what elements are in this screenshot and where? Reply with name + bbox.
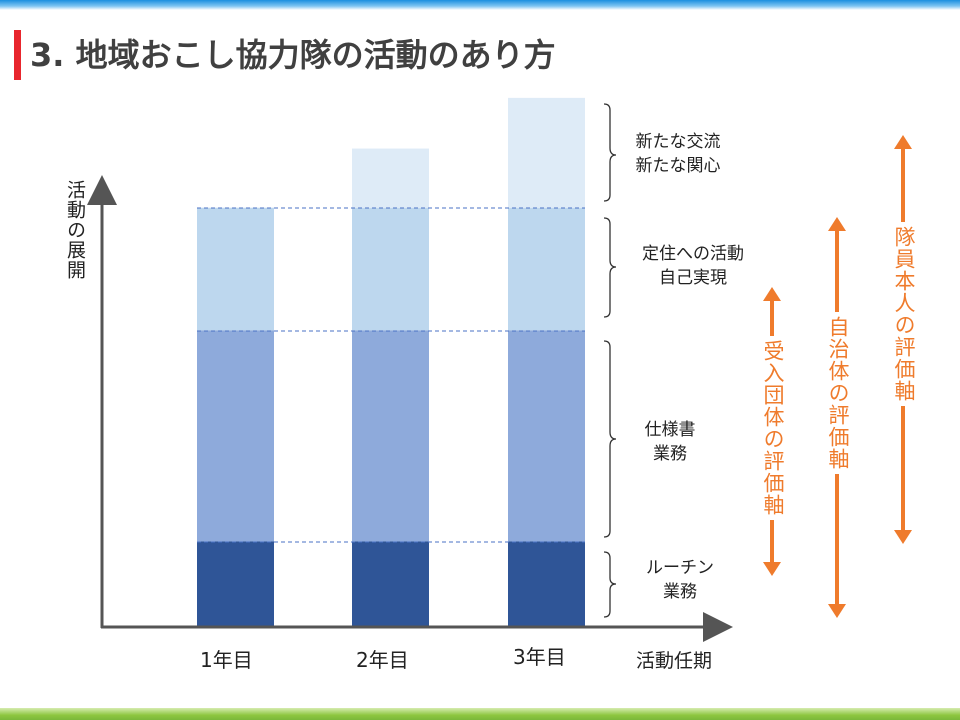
bar-segment-new-year-2 [352, 148, 429, 208]
y-axis-label: 活動の展開 [64, 180, 86, 280]
label-spec-line-2: 業務 [653, 444, 687, 464]
label-settle-line-2: 自己実現 [659, 268, 727, 288]
eval-arrow-municipality-head-top [828, 217, 846, 231]
bracket-new [603, 103, 617, 202]
eval-arrow-host-head-bottom [763, 562, 781, 576]
x-axis-label: 活動任期 [636, 650, 713, 672]
top-decor-bar [0, 0, 960, 10]
label-new-line-2: 新たな関心 [635, 156, 721, 176]
bar-segment-routine-year-2 [352, 541, 429, 626]
label-routine-work: ルーチン 業務 [628, 556, 732, 604]
label-routine-line-1: ルーチン [646, 558, 714, 578]
eval-arrow-member-head-bottom [894, 530, 912, 544]
eval-arrow-municipality-head-bottom [828, 604, 846, 618]
label-settlement: 定住への活動 自己実現 [626, 242, 760, 290]
bar-segment-spec-year-2 [352, 330, 429, 542]
label-new-line-1: 新たな交流 [635, 132, 721, 152]
label-routine-line-2: 業務 [663, 582, 697, 602]
bar-segment-settle-year-1 [197, 207, 274, 331]
bar-stack-group [197, 97, 585, 626]
eval-arrow-member-head-top [894, 135, 912, 149]
label-settle-line-1: 定住への活動 [642, 244, 744, 264]
bar-segment-routine-year-3 [508, 541, 585, 626]
eval-arrow-host-head-top [763, 287, 781, 301]
eval-label-host-org: 受入団体の評価軸 [758, 336, 786, 520]
bar-segment-routine-year-1 [197, 541, 274, 626]
eval-label-member: 隊員本人の評価軸 [889, 222, 917, 406]
label-spec-work: 仕様書 業務 [628, 418, 712, 466]
bracket-routine [603, 551, 617, 618]
page-title: 3. 地域おこし協力隊の活動のあり方 [30, 36, 556, 74]
label-new-exchange: 新たな交流 新たな関心 [628, 130, 728, 178]
bracket-settle [603, 217, 617, 318]
label-spec-line-1: 仕様書 [644, 420, 696, 440]
bracket-spec [603, 340, 617, 538]
bar-segment-spec-year-1 [197, 330, 274, 542]
bar-segment-settle-year-2 [352, 207, 429, 331]
title-accent-bar [14, 30, 21, 80]
year-label-2: 2年目 [356, 648, 409, 672]
bar-segment-new-year-3 [508, 97, 585, 208]
bar-segment-spec-year-3 [508, 330, 585, 542]
bottom-decor-bar [0, 708, 960, 720]
year-label-1: 1年目 [200, 648, 253, 672]
eval-label-municipality: 自治体の評価軸 [823, 312, 851, 474]
year-label-3: 3年目 [513, 645, 566, 669]
bar-segment-settle-year-3 [508, 207, 585, 331]
